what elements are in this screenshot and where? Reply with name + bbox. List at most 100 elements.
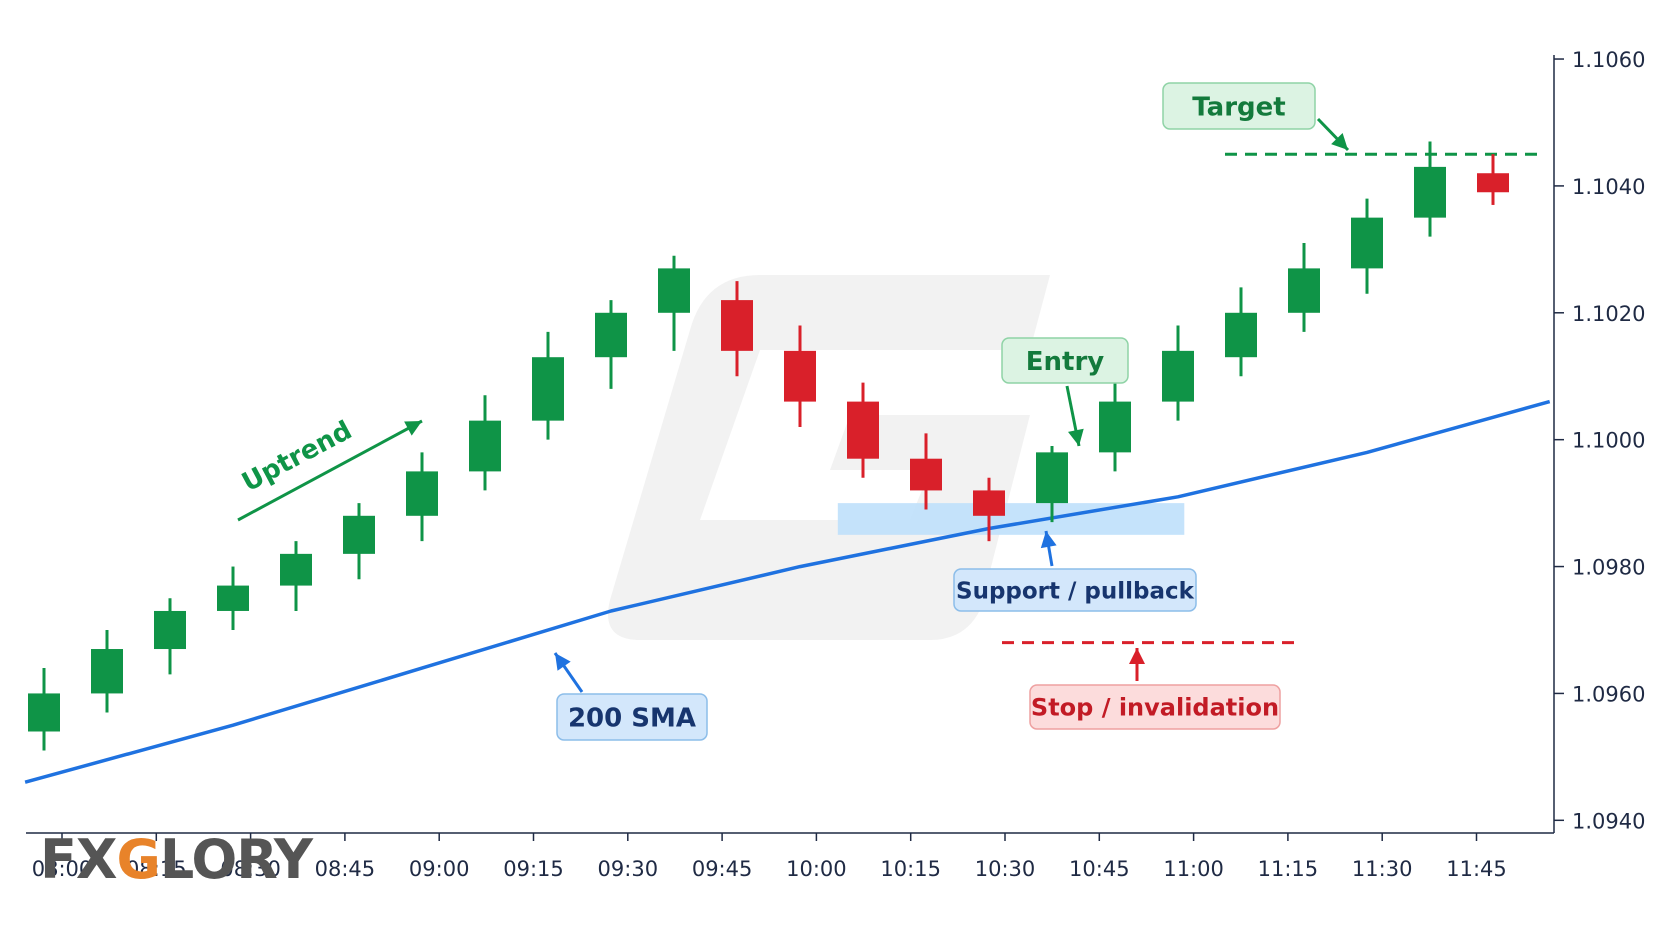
y-tick-label: 1.1020 (1572, 302, 1645, 326)
x-tick-label-0800: 08:00 (32, 857, 93, 881)
candle-11 (721, 281, 753, 377)
x-tick-label-0900: 09:00 (409, 857, 470, 881)
target-label-box (1162, 82, 1316, 130)
entry-arrow (1065, 385, 1084, 447)
candle-5 (343, 503, 375, 580)
candle-18 (1162, 325, 1194, 421)
candle-body (154, 610, 186, 650)
candle-7 (469, 395, 501, 491)
sma-arrow (553, 652, 584, 693)
candle-body (406, 471, 438, 516)
x-tick-label-0930: 09:30 (598, 857, 659, 881)
entry-label-box (1001, 337, 1129, 384)
candle-8 (532, 331, 564, 440)
candle-16 (1036, 446, 1068, 523)
candle-body (28, 693, 60, 732)
y-tick-label: 1.0960 (1572, 682, 1645, 706)
candle-body (1414, 166, 1446, 218)
sma-label-box (556, 693, 708, 741)
stop-label: Stop / invalidation (1029, 684, 1281, 730)
candle-body (1288, 268, 1320, 313)
stop-label-box (1029, 684, 1281, 730)
y-tick-label: 1.1040 (1572, 175, 1645, 199)
stop-arrow (1129, 648, 1145, 681)
target-arrow (1316, 117, 1350, 152)
x-tick-label-1100: 11:00 (1163, 857, 1224, 881)
candle-17 (1099, 382, 1131, 472)
candle-body (595, 312, 627, 358)
stop-arrow-head (1129, 648, 1145, 664)
x-tick-label-0845: 08:45 (315, 857, 376, 881)
candle-body (721, 300, 753, 351)
candle-body (973, 490, 1005, 516)
candle-19 (1225, 287, 1257, 377)
uptrend-arrow-head (404, 421, 422, 436)
support-zone (837, 503, 1185, 535)
candle-body (532, 357, 564, 421)
entry-arrow-head (1068, 428, 1084, 446)
candle-14 (910, 433, 942, 510)
brand-logo: FXGLORY (40, 828, 313, 891)
candle-body (847, 401, 879, 459)
x-tick-label-1015: 10:15 (880, 857, 941, 881)
candle-body (469, 420, 501, 472)
sma-arrow-head (555, 653, 571, 671)
brand-logo-mark: G (116, 828, 161, 891)
candle-10 (658, 255, 690, 351)
candle-0 (28, 668, 60, 751)
candle-body (343, 515, 375, 554)
candle-21 (1351, 198, 1383, 294)
x-tick-label-0815: 08:15 (126, 857, 187, 881)
candle-4 (280, 541, 312, 611)
x-tick-label-1000: 10:00 (786, 857, 847, 881)
candle-body (1162, 350, 1194, 402)
brand-logo-suffix: LORY (159, 828, 313, 891)
candle-15 (973, 477, 1005, 542)
candle-body (1477, 173, 1509, 193)
candle-body (658, 268, 690, 313)
candle-20 (1288, 243, 1320, 332)
target-label-text: Target (1192, 92, 1285, 122)
candle-body (217, 585, 249, 611)
stop-label-text: Stop / invalidation (1031, 694, 1279, 722)
support-label-box (953, 568, 1197, 612)
candle-6 (406, 452, 438, 542)
candle-12 (784, 325, 816, 427)
support-label-text: Support / pullback (956, 578, 1195, 604)
candle-body (1351, 217, 1383, 269)
candle-13 (847, 382, 879, 478)
candle-body (910, 458, 942, 491)
candle-body (1225, 312, 1257, 358)
y-tick-label: 1.1060 (1572, 48, 1645, 72)
uptrend-label: Uptrend (237, 415, 357, 498)
y-tick-label: 1.0980 (1572, 556, 1645, 580)
y-tick-label: 1.0940 (1572, 809, 1645, 833)
support-label: Support / pullback (953, 568, 1197, 612)
candle-2 (154, 598, 186, 675)
candle-3 (217, 566, 249, 630)
target-arrow-head (1331, 132, 1348, 150)
sma-label: 200 SMA (556, 693, 708, 741)
x-tick-label-1115: 11:15 (1258, 857, 1319, 881)
support-arrow-head (1040, 531, 1057, 549)
x-tick-label-1045: 10:45 (1069, 857, 1130, 881)
candle-22 (1414, 141, 1446, 237)
x-tick-label-0830: 08:30 (220, 857, 281, 881)
support-arrow (1040, 530, 1057, 567)
candle-body (1099, 401, 1131, 453)
candle-body (784, 350, 816, 402)
candle-1 (91, 629, 123, 713)
brand-logo-prefix: FX (40, 828, 118, 891)
candle-9 (595, 300, 627, 389)
candle-body (280, 553, 312, 586)
candle-body (91, 649, 123, 694)
x-tick-label-1130: 11:30 (1352, 857, 1413, 881)
watermark-glyph (608, 275, 1050, 640)
candle-body (1036, 452, 1068, 504)
sma-label-text: 200 SMA (568, 703, 696, 733)
uptrend-arrow (237, 419, 423, 522)
x-tick-label-1030: 10:30 (975, 857, 1036, 881)
x-tick-label-0945: 09:45 (692, 857, 753, 881)
x-tick-label-0915: 09:15 (503, 857, 564, 881)
